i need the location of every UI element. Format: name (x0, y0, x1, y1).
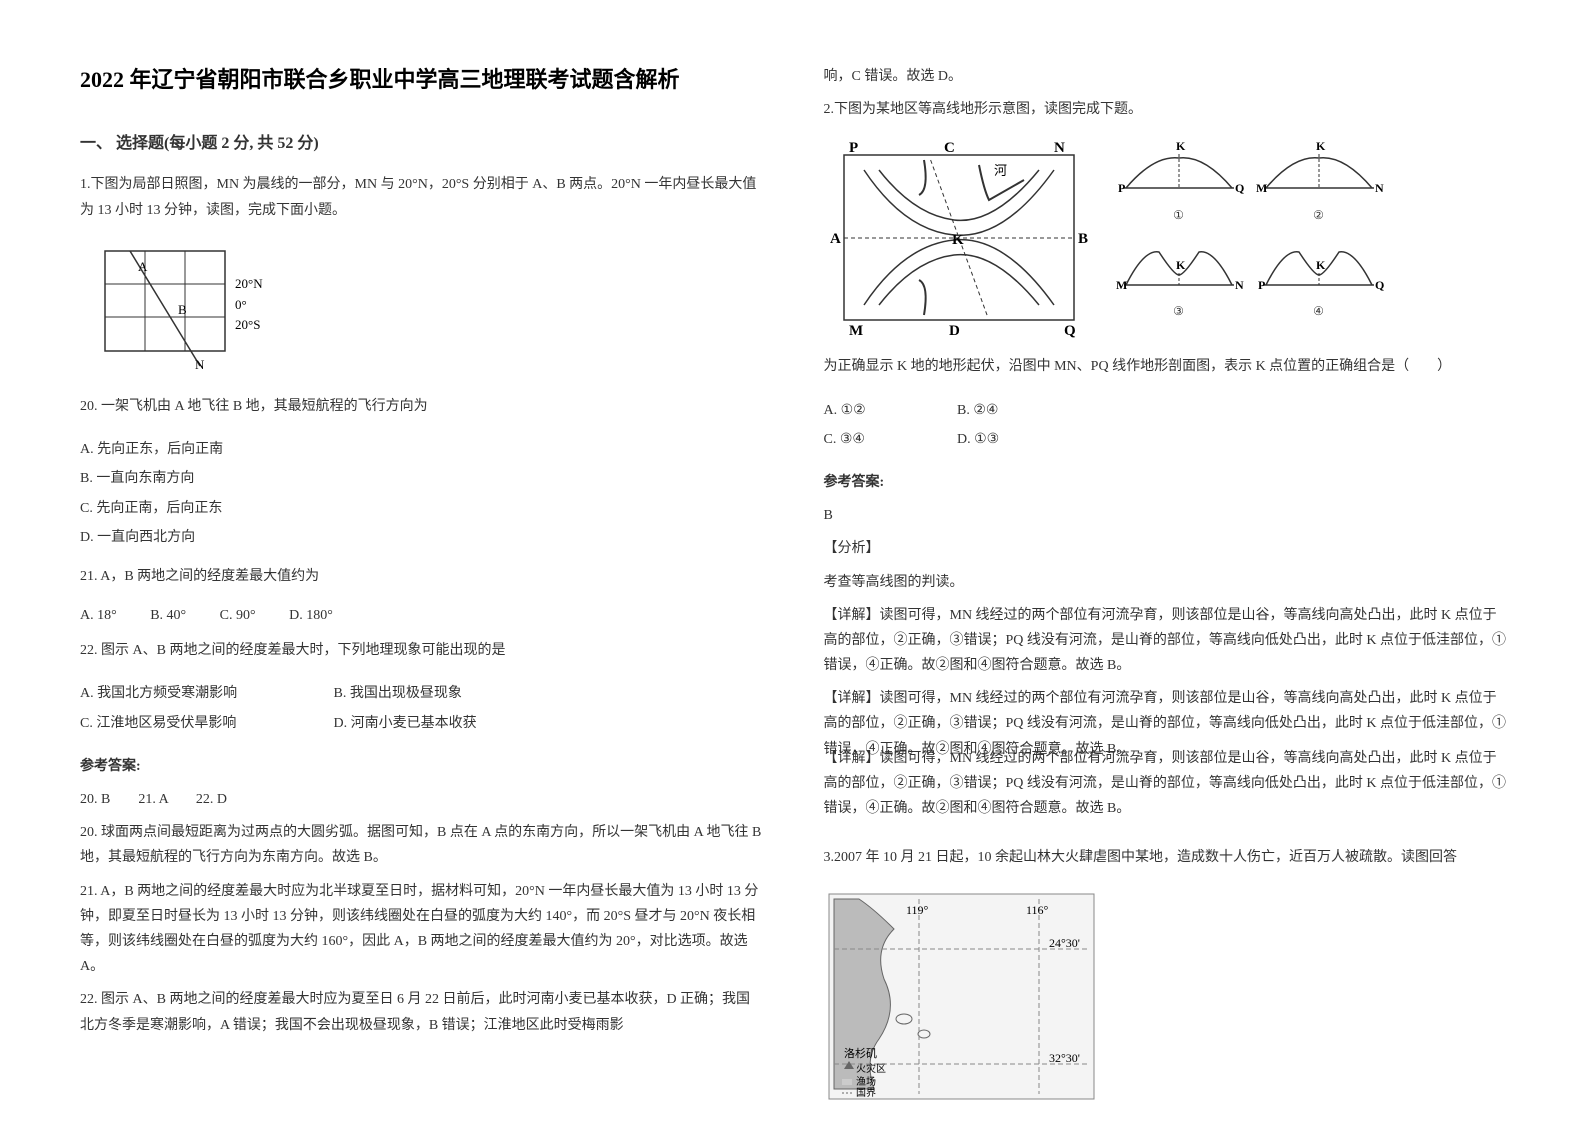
answer-label: 参考答案: (80, 754, 764, 779)
svg-text:K: K (1316, 258, 1326, 272)
svg-text:洛杉矶: 洛杉矶 (844, 1046, 877, 1060)
option-b: B. 我国出现极昼现象 (334, 681, 462, 706)
option-a: A. 18° (80, 603, 117, 628)
profile-4: K P Q ④ (1254, 237, 1384, 323)
detail: 【详解】读图可得，MN 线经过的两个部位有河流孕育，则该部位是山谷，等高线向高处… (824, 603, 1508, 679)
q3-map-figure: 119° 116° 24°30' 32°30' 洛杉矶 火灾区 渔场 国界 (824, 889, 1508, 1118)
fig1-lat-0: 0° (235, 297, 247, 312)
analysis-label: 【分析】 (824, 536, 1508, 561)
q1-sub20: 20. 一架飞机由 A 地飞往 B 地，其最短航程的飞行方向为 (80, 394, 764, 419)
q2-options: A. ①② B. ②④ C. ③④ D. ①③ (824, 394, 1508, 456)
fig1-lat-20n: 20°N (235, 276, 263, 291)
q1-sub22: 22. 图示 A、B 两地之间的经度差最大时，下列地理现象可能出现的是 (80, 638, 764, 663)
profile-label-3: ③ (1114, 301, 1244, 323)
svg-text:Q: Q (1064, 323, 1076, 339)
svg-text:N: N (1375, 181, 1384, 195)
svg-text:C: C (944, 140, 955, 156)
answer-short: B (824, 503, 1508, 528)
svg-text:Q: Q (1375, 278, 1384, 292)
q1-stem: 1.下图为局部日照图，MN 为晨线的一部分，MN 与 20°N，20°S 分别相… (80, 172, 764, 222)
right-column: 响，C 错误。故选 D。 2.下图为某地区等高线地形示意图，读图完成下题。 P … (824, 60, 1508, 1062)
fig1-label-a: A (138, 259, 148, 274)
q1-sub21-options: A. 18° B. 40° C. 90° D. 180° (80, 603, 764, 628)
svg-text:P: P (1258, 278, 1265, 292)
option-b: B. ②④ (957, 398, 998, 423)
option-c: C. ③④ (824, 427, 924, 452)
option-a: A. 我国北方频受寒潮影响 (80, 681, 300, 706)
q2-contour-map: P C N A K B M D Q 河 (824, 140, 1094, 340)
q1-ans-continuation: 响，C 错误。故选 D。 (824, 64, 1508, 89)
profile-label-4: ④ (1254, 301, 1384, 323)
profile-1: K P Q ① (1114, 140, 1244, 226)
option-c: C. 先向正南，后向正东 (80, 496, 764, 521)
svg-text:N: N (1235, 278, 1244, 292)
answer-20: 20. 球面两点间最短距离为过两点的大圆劣弧。据图可知，B 点在 A 点的东南方… (80, 820, 764, 870)
q2-sub: 为正确显示 K 地的地形起伏，沿图中 MN、PQ 线作地形剖面图，表示 K 点位… (824, 354, 1508, 379)
svg-text:N: N (1054, 140, 1065, 156)
left-column: 2022 年辽宁省朝阳市联合乡职业中学高三地理联考试题含解析 一、 选择题(每小… (80, 60, 764, 1062)
answer-21: 21. A，B 两地之间的经度差最大时应为北半球夏至日时，据材料可知，20°N … (80, 879, 764, 980)
section-1-title: 一、 选择题(每小题 2 分, 共 52 分) (80, 130, 764, 159)
svg-text:M: M (849, 323, 863, 339)
option-d: D. 180° (289, 603, 333, 628)
profile-2: K M N ② (1254, 140, 1384, 226)
profile-3: K M N ③ (1114, 237, 1244, 323)
q2-figures: P C N A K B M D Q 河 K P Q ① (824, 140, 1508, 340)
svg-text:P: P (1118, 181, 1125, 195)
q2-stem: 2.下图为某地区等高线地形示意图，读图完成下题。 (824, 97, 1508, 122)
answer-22: 22. 图示 A、B 两地之间的经度差最大时应为夏至日 6 月 22 日前后，此… (80, 987, 764, 1037)
svg-text:116°: 116° (1026, 903, 1049, 917)
profile-label-2: ② (1254, 205, 1384, 227)
option-d: D. ①③ (957, 427, 999, 452)
option-a: A. 先向正东，后向正南 (80, 437, 764, 462)
svg-text:P: P (849, 140, 858, 156)
q1-figure: A B N 20°N 0° 20°S (80, 241, 764, 380)
answer-label: 参考答案: (824, 470, 1508, 495)
svg-text:32°30': 32°30' (1049, 1051, 1080, 1065)
svg-text:渔场: 渔场 (856, 1075, 876, 1088)
option-b: B. 40° (150, 603, 186, 628)
analysis: 考查等高线图的判读。 (824, 570, 1508, 595)
svg-text:国界: 国界 (856, 1087, 876, 1099)
q1-sub21: 21. A，B 两地之间的经度差最大值约为 (80, 564, 764, 589)
svg-text:火灾区: 火灾区 (856, 1062, 886, 1075)
document-title: 2022 年辽宁省朝阳市联合乡职业中学高三地理联考试题含解析 (80, 60, 764, 100)
q1-sub20-options: A. 先向正东，后向正南 B. 一直向东南方向 C. 先向正南，后向正东 D. … (80, 433, 764, 554)
option-d: D. 河南小麦已基本收获 (334, 711, 477, 736)
q2-profile-grid: K P Q ① K M N ② (1114, 140, 1384, 322)
svg-text:K: K (1176, 258, 1186, 272)
option-c: C. 90° (220, 603, 256, 628)
svg-text:D: D (949, 323, 960, 339)
fig1-lat-20s: 20°S (235, 317, 260, 332)
fig1-label-n: N (195, 357, 205, 371)
svg-text:M: M (1116, 278, 1127, 292)
svg-text:A: A (830, 231, 841, 247)
svg-text:Q: Q (1235, 181, 1244, 195)
q1-sub22-options: A. 我国北方频受寒潮影响 B. 我国出现极昼现象 C. 江淮地区易受伏旱影响 … (80, 677, 764, 739)
option-a: A. ①② (824, 398, 924, 423)
fig1-label-b: B (178, 302, 187, 317)
answer-short: 20. B 21. A 22. D (80, 787, 764, 812)
svg-text:24°30': 24°30' (1049, 936, 1080, 950)
option-c: C. 江淮地区易受伏旱影响 (80, 711, 300, 736)
svg-text:K: K (1316, 140, 1326, 153)
svg-text:河: 河 (994, 163, 1007, 178)
svg-text:119°: 119° (906, 903, 929, 917)
q2-explanation: 【详解】读图可得，MN 线经过的两个部位有河流孕育，则该部位是山谷，等高线向高处… (824, 746, 1508, 822)
svg-text:K: K (1176, 140, 1186, 153)
q3-stem: 3.2007 年 10 月 21 日起，10 余起山林大火肆虐图中某地，造成数十… (824, 845, 1508, 870)
option-b: B. 一直向东南方向 (80, 466, 764, 491)
svg-text:M: M (1256, 181, 1267, 195)
profile-label-1: ① (1114, 205, 1244, 227)
svg-text:B: B (1078, 231, 1088, 247)
option-d: D. 一直向西北方向 (80, 525, 764, 550)
svg-text:K: K (952, 232, 964, 248)
